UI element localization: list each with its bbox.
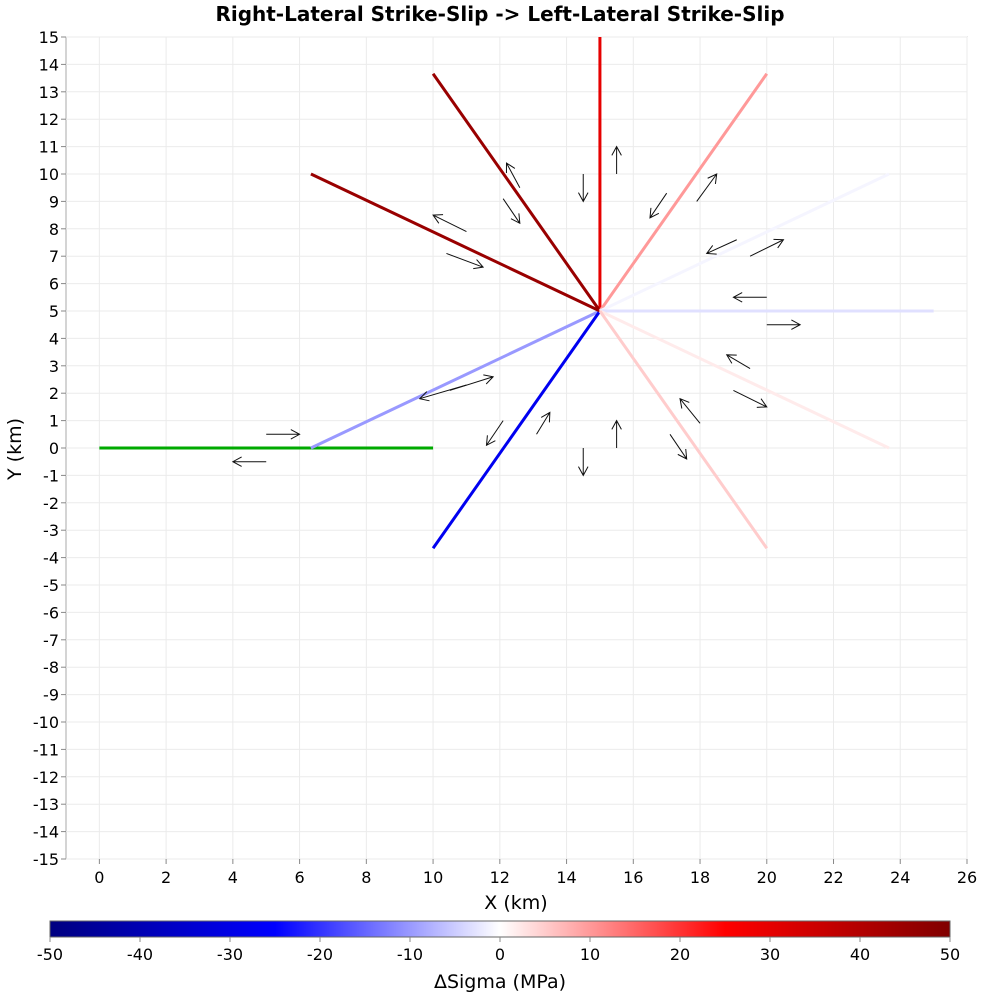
y-tick-label: 9: [49, 192, 59, 211]
chart-title: Right-Lateral Strike-Slip -> Left-Latera…: [215, 2, 784, 26]
slip-arrow: [679, 397, 701, 424]
colorbar-tick-label: 10: [580, 945, 600, 964]
y-tick-label: 10: [39, 165, 59, 184]
y-tick-label: 15: [39, 28, 59, 47]
x-tick-label: 16: [623, 868, 643, 887]
y-tick-label: -15: [33, 850, 59, 869]
colorbar-tick-label: 0: [495, 945, 505, 964]
colorbar-tick-label: 30: [760, 945, 780, 964]
y-tick-label: -14: [33, 823, 59, 842]
x-tick-label: 4: [228, 868, 238, 887]
x-tick-label: 8: [361, 868, 371, 887]
y-tick-label: 0: [49, 439, 59, 458]
colorbar-tick-label: 40: [850, 945, 870, 964]
slip-arrow: [733, 390, 768, 408]
slip-arrow: [611, 419, 622, 448]
y-tick-label: 4: [49, 329, 59, 348]
receiver-fault-line: [431, 310, 602, 550]
x-tick-label: 12: [490, 868, 510, 887]
slip-arrow: [732, 292, 767, 303]
y-tick-label: -6: [43, 603, 59, 622]
slip-arrow: [649, 192, 668, 219]
slip-arrows: [231, 145, 802, 477]
receiver-fault-line: [598, 310, 769, 550]
y-tick-label: 1: [49, 412, 59, 431]
y-tick-label: -10: [33, 713, 59, 732]
receiver-fault-line: [431, 72, 602, 312]
y-tick-label: -1: [43, 466, 59, 485]
x-tick-label: 26: [957, 868, 977, 887]
slip-arrow: [446, 252, 485, 270]
slip-arrow: [578, 448, 589, 477]
colorbar-tick-label: -10: [397, 945, 423, 964]
y-tick-label: 6: [49, 275, 59, 294]
y-tick-label: 11: [39, 138, 59, 157]
y-tick-label: 2: [49, 384, 59, 403]
y-tick-label: 13: [39, 83, 59, 102]
x-tick-label: 18: [690, 868, 710, 887]
x-tick-label: 14: [556, 868, 576, 887]
slip-arrow: [231, 456, 267, 467]
receiver-fault-line: [599, 172, 890, 313]
colorbar-tick-label: 50: [940, 945, 960, 964]
colorbar-label: ΔSigma (MPa): [434, 971, 566, 993]
colorbar-tick-label: -40: [127, 945, 153, 964]
y-tick-label: 3: [49, 357, 59, 376]
slip-arrow: [502, 198, 521, 225]
receiver-fault-line: [310, 309, 601, 450]
x-tick-label: 22: [823, 868, 843, 887]
slip-arrow: [725, 354, 751, 369]
y-tick-label: -9: [43, 686, 59, 705]
slip-arrow: [578, 174, 589, 203]
y-tick-label: -3: [43, 521, 59, 540]
slip-arrow: [749, 238, 785, 257]
slip-arrow: [485, 420, 504, 447]
slip-arrow: [696, 173, 718, 202]
y-tick-label: -11: [33, 740, 59, 759]
y-tick-label: -13: [33, 795, 59, 814]
slip-arrow: [432, 214, 467, 232]
y-axis-label: Y (km): [4, 418, 26, 481]
slip-arrow: [536, 411, 551, 435]
colorbar: [49, 920, 951, 938]
slip-arrow: [611, 145, 622, 174]
fault-lines: [99, 37, 934, 550]
y-tick-label: 7: [49, 247, 59, 266]
y-tick-label: -7: [43, 631, 59, 650]
slip-arrow: [705, 239, 737, 255]
y-tick-label: -4: [43, 549, 59, 568]
slip-arrow: [418, 384, 467, 402]
y-tick-label: -12: [33, 768, 59, 787]
x-tick-label: 24: [890, 868, 910, 887]
x-axis-ticks: 0 2 4 6 8 10 12 14 16 18 20 22 24 26: [94, 859, 977, 887]
y-tick-label: 12: [39, 110, 59, 129]
x-tick-label: 6: [294, 868, 304, 887]
x-tick-label: 0: [94, 868, 104, 887]
y-tick-label: 14: [39, 55, 59, 74]
colorbar-tick-label: -20: [307, 945, 333, 964]
x-tick-label: 2: [161, 868, 171, 887]
slip-arrow: [505, 162, 521, 188]
grid-lines: [66, 36, 968, 860]
slip-arrow: [766, 319, 802, 330]
slip-arrow: [669, 434, 688, 460]
receiver-fault-line: [598, 72, 769, 312]
y-tick-label: -5: [43, 576, 59, 595]
x-tick-label: 20: [757, 868, 777, 887]
x-tick-label: 10: [423, 868, 443, 887]
receiver-fault-line: [599, 309, 890, 450]
x-axis-label: X (km): [484, 892, 547, 914]
y-tick-label: 5: [49, 302, 59, 321]
y-tick-label: 8: [49, 220, 59, 239]
y-axis-ticks: -15-14-13-12-11-10-9-8-7-6-5-4-3-2-10123…: [33, 28, 66, 869]
slip-arrow: [266, 429, 301, 440]
y-tick-label: -2: [43, 494, 59, 513]
y-tick-label: -8: [43, 658, 59, 677]
colorbar-tick-label: -30: [217, 945, 243, 964]
receiver-fault-line: [310, 172, 601, 313]
colorbar-ticks: -50 -40 -30 -20 -10 0 10 20 30 40 50: [37, 937, 960, 964]
colorbar-tick-label: -50: [37, 945, 63, 964]
colorbar-tick-label: 20: [670, 945, 690, 964]
